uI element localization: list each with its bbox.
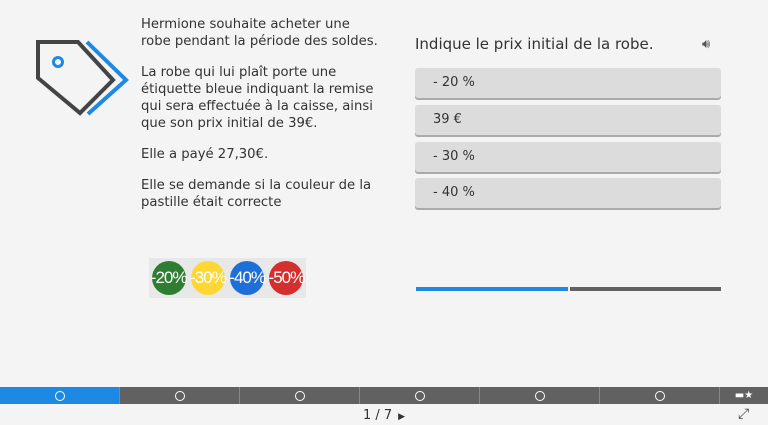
star-icon: ▬★	[734, 390, 754, 401]
next-triangle-icon[interactable]: ▶	[398, 412, 406, 422]
badge-30: -30%	[190, 261, 227, 295]
pager: 1 / 7 ▶	[0, 408, 768, 423]
story-paragraph: La robe qui lui plaît porte une étiquett…	[141, 65, 374, 131]
story-paragraph: Hermione souhaite acheter une robe penda…	[141, 17, 378, 49]
circle-icon	[534, 390, 545, 401]
circle-icon	[294, 390, 305, 401]
price-tag-icon	[36, 40, 129, 116]
progress-filled	[416, 287, 568, 291]
progress-remaining	[570, 287, 721, 291]
slide-3-tab[interactable]	[240, 387, 360, 404]
answer-option[interactable]: - 40 %	[415, 178, 721, 208]
story-paragraph: Elle a payé 27,30€.	[141, 147, 269, 162]
circle-icon	[414, 390, 425, 401]
story-text: Hermione souhaite acheter une robe penda…	[141, 16, 381, 225]
answer-option[interactable]: 39 €	[415, 105, 721, 135]
expand-icon[interactable]: ⤢	[738, 406, 750, 422]
circle-icon	[54, 390, 65, 401]
slide-2-tab[interactable]	[120, 387, 240, 404]
slide-1-tab[interactable]	[0, 387, 120, 404]
discount-badges-image: -20% -30% -40% -50%	[149, 258, 306, 298]
slide-4-tab[interactable]	[360, 387, 480, 404]
badge-20: -20%	[151, 261, 187, 295]
story-paragraph: Elle se demande si la couleur de la past…	[141, 178, 372, 210]
answer-option[interactable]: - 30 %	[415, 142, 721, 172]
badge-50: -50%	[269, 261, 305, 295]
slide-navigation-bar: ▬★	[0, 387, 768, 404]
speaker-icon[interactable]: 🔊︎	[702, 37, 711, 52]
circle-icon	[654, 390, 665, 401]
slide-6-tab[interactable]	[600, 387, 720, 404]
circle-icon	[174, 390, 185, 401]
question-text: Indique le prix initial de la robe.	[415, 35, 654, 53]
answer-option[interactable]: - 20 %	[415, 68, 721, 98]
results-tab[interactable]: ▬★	[720, 387, 768, 404]
slide-5-tab[interactable]	[480, 387, 600, 404]
page-indicator: 1 / 7	[362, 408, 393, 423]
badge-40: -40%	[229, 261, 266, 295]
